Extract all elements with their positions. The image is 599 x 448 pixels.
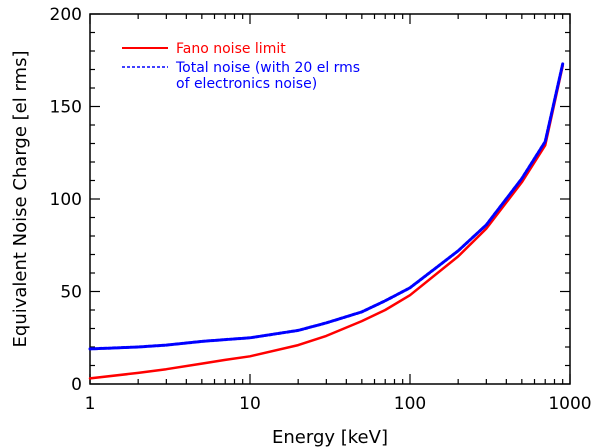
series-line-total — [88, 62, 565, 351]
tick-labels: 1 10 100 1000 0 50 100 150 200 — [50, 5, 592, 414]
x-axis-title: Energy [keV] — [272, 427, 388, 448]
series-line-fano — [88, 64, 564, 380]
x-tick-label: 100 — [394, 394, 426, 414]
y-axis-title: Equivalent Noise Charge [el rms] — [10, 51, 31, 348]
y-tick-label: 50 — [60, 283, 82, 303]
x-tick-label: 1000 — [548, 394, 591, 414]
x-tick-label: 1 — [85, 394, 96, 414]
y-tick-label: 150 — [50, 98, 82, 118]
legend-label-fano: Fano noise limit — [176, 41, 286, 57]
legend-label-total-line2: of electronics noise) — [176, 76, 317, 92]
x-tick-label: 10 — [239, 394, 261, 414]
y-tick-label: 200 — [50, 5, 82, 25]
y-tick-label: 0 — [71, 375, 82, 395]
ticks — [89, 13, 571, 385]
y-tick-label: 100 — [50, 190, 82, 210]
series-lines — [88, 62, 565, 380]
legend-label-total: Total noise (with 20 el rms — [175, 60, 360, 76]
legend: Fano noise limit Total noise (with 20 el… — [122, 41, 360, 92]
